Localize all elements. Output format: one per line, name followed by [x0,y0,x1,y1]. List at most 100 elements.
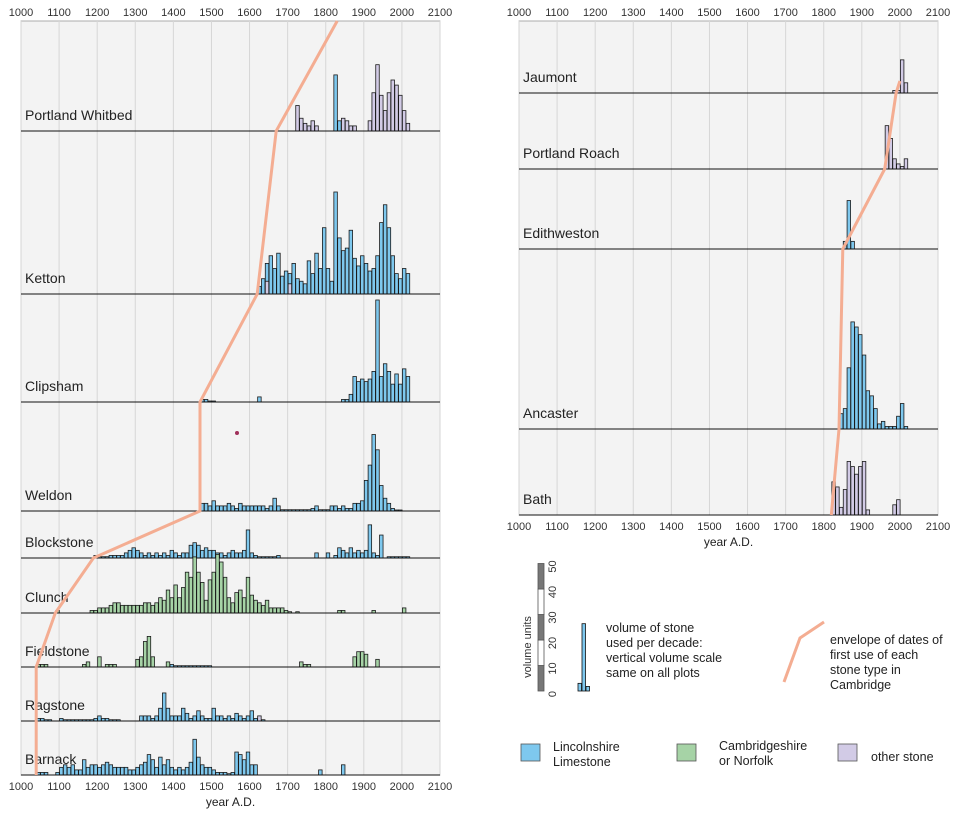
bar-barnack-1600 [249,764,254,776]
bar-edithweston-1870 [850,240,855,250]
bar-barnack-1560 [234,751,239,776]
bar-blockstone-1480 [203,547,209,559]
bar-blockstone-1520 [219,552,224,559]
bar-blockstone-1400 [173,552,178,559]
bar-ragstone-1350 [154,715,159,722]
bar-ragstone-1400 [173,715,178,722]
scale-segment-40 [537,563,545,590]
bar-ketton-1840 [341,250,346,295]
bar-ragstone-1360 [158,707,163,722]
bar-blockstone-1890 [360,552,365,559]
bar-blockstone-1870 [352,552,357,559]
bar-clipsham-1970 [390,383,395,403]
bar-barnack-1400 [173,769,178,776]
row-clipsham: Clipsham [21,299,440,403]
bar-barnack-1220 [104,761,110,776]
bar-bath-1980 [892,504,897,516]
bar-bath-1850 [842,489,848,516]
bar-barnack-1160 [82,759,87,776]
bar-weldon-1910 [367,464,373,512]
bar-bath-1860 [846,461,851,516]
bar-portland-roach-1980 [892,158,897,170]
scale-segment-30 [537,588,545,615]
bar-weldon-1580 [242,505,247,512]
x-tick-label-bottom: 1400 [659,521,683,533]
x-tick-label-top: 1300 [621,7,645,19]
x-tick-label-bottom: 1200 [583,521,607,533]
bar-clunch-1590 [245,576,251,614]
x-tick-label-bottom: 1100 [47,781,71,793]
row-ketton: Ketton [21,191,440,295]
bar-blockstone-1450 [192,542,197,559]
panel-background [518,20,939,516]
bar-barnack-1150 [78,769,83,776]
x-tick-label-bottom: 2000 [888,521,912,533]
bar-clunch-1400 [173,584,178,614]
bar-fieldstone-1930 [375,658,380,668]
bar-blockstone-1880 [356,549,361,559]
bar-clipsham-1860 [348,393,353,403]
bar-clipsham-1980 [394,373,399,403]
scale-tick-40: 40 [547,586,559,598]
x-tick-label-bottom: 1600 [237,781,261,793]
bar-barnack-1270 [123,766,129,776]
bar-portland-whitbed-1910 [367,120,373,132]
envelope-legend-text: envelope of dates of first use of each sto… [830,633,943,692]
bar-barnack-1180 [89,764,94,776]
bar-portland-whitbed-1930 [375,64,380,132]
bar-clunch-1640 [264,599,270,614]
bar-weldon-1900 [363,479,369,512]
bar-clunch-1430 [184,571,190,614]
bar-fieldstone-1380 [165,661,171,668]
bar-ketton-1860 [348,229,353,295]
bar-ancaster-1930 [873,408,878,430]
scale-legend-line: volume of stone [606,621,694,635]
legend-text-line: or Norfolk [719,754,774,768]
bar-barnack-1360 [158,756,163,776]
bar-barnack-1330 [146,754,152,776]
legend-label-cambs: Cambridgeshire or Norfolk [719,739,807,768]
bar-ragstone-1460 [196,710,201,722]
bar-clunch-1570 [238,589,243,614]
x-tick-label-bottom: 1000 [507,521,531,533]
bar-portland-whitbed-2000 [402,110,407,132]
bar-clunch-1630 [261,604,266,614]
bar-blockstone-1440 [188,544,194,559]
bar-ragstone-1420 [181,707,186,722]
bar-clunch-1480 [203,599,209,614]
scale-tick-labels: 0 10 20 30 40 50 [547,560,559,697]
bar-clunch-1670 [276,607,281,614]
row-label-ragstone: Ragstone [25,697,85,713]
bar-bath-1910 [865,509,871,516]
bar-fieldstone-1320 [142,641,148,668]
bar-blockstone-1580 [242,549,247,559]
bar-ketton-1980 [394,273,399,295]
bar-ancaster-1880 [854,326,859,430]
x-tick-label-top: 1500 [697,7,721,19]
bar-clunch-1460 [196,571,201,614]
legend-text-line: first use of each [830,648,918,662]
bar-fieldstone-1890 [360,651,365,668]
bar-clunch-1420 [181,587,186,614]
bar-bath-1890 [858,466,863,516]
row-label-clunch: Clunch [25,589,69,605]
bar-clunch-1500 [211,571,216,614]
bar-blockstone-1300 [135,549,140,559]
x-tick-label-top: 1100 [47,7,71,19]
bar-weldon-1820 [333,505,338,512]
bar-blockstone-1460 [196,544,201,559]
bar-blockstone-1570 [238,552,243,559]
x-tick-label-bottom: 1500 [697,521,721,533]
bar-ketton-1810 [329,280,334,295]
bar-clunch-2000 [402,607,407,614]
bar-portland-whitbed-1730 [299,117,304,132]
row-clunch: Clunch [21,553,440,614]
bar-ketton-1880 [356,265,361,295]
x-tick-label-top: 1800 [811,7,835,19]
row-bath: Bath [519,461,938,516]
bar-blockstone-1390 [169,549,174,559]
bar-portland-whitbed-1870 [352,125,357,132]
bar-weldon-1940 [379,485,384,512]
bar-ragstone-1380 [165,707,171,722]
